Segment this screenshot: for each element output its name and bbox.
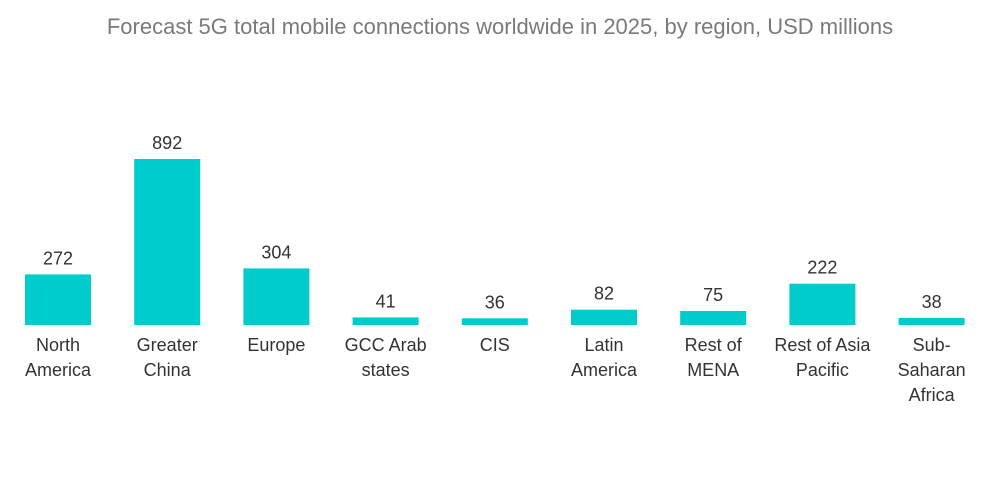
bar	[25, 274, 91, 325]
data-label: 38	[922, 292, 942, 312]
bar	[134, 159, 201, 325]
bar	[243, 268, 310, 325]
bar	[352, 317, 419, 325]
category-label: Rest of Asia Pacific	[774, 335, 871, 380]
category-label: CIS	[480, 335, 510, 355]
data-label: 82	[594, 284, 614, 304]
category-label: GCC Arab states	[345, 335, 427, 380]
data-label: 75	[703, 285, 723, 305]
bar	[680, 311, 747, 325]
data-label: 222	[807, 258, 837, 278]
category-label: Sub-Saharan Africa	[898, 335, 966, 405]
bar	[789, 283, 856, 325]
bar	[898, 317, 965, 325]
data-label: 304	[261, 242, 291, 262]
chart-title: Forecast 5G total mobile connections wor…	[106, 14, 894, 39]
category-label: North America	[25, 335, 92, 380]
data-label: 272	[43, 248, 73, 268]
category-label: Greater China	[137, 335, 198, 380]
category-label: Rest of MENA	[685, 335, 743, 380]
category-label: Europe	[247, 335, 305, 355]
bar	[461, 318, 528, 325]
data-label: 892	[152, 133, 182, 153]
bar	[571, 309, 637, 325]
data-label: 41	[376, 291, 396, 311]
category-label: Latin America	[571, 335, 638, 380]
data-label: 36	[485, 292, 505, 312]
